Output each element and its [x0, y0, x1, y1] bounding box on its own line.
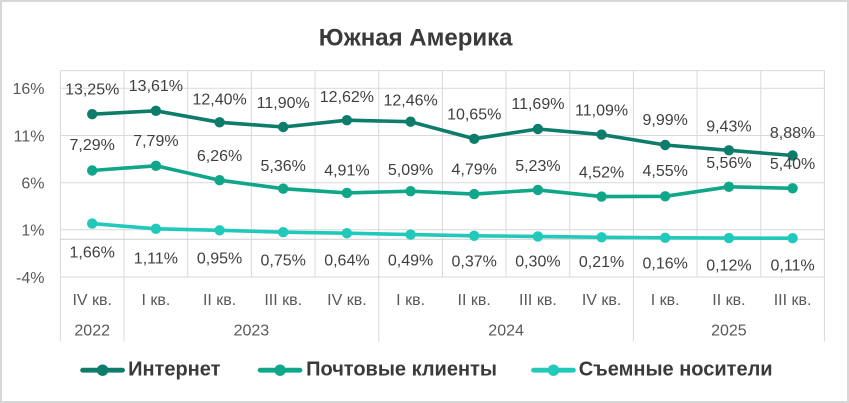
svg-text:0,11%: 0,11%	[771, 258, 815, 275]
svg-text:0,37%: 0,37%	[452, 253, 497, 270]
svg-text:11%: 11%	[14, 128, 45, 145]
svg-text:-4%: -4%	[16, 270, 44, 287]
svg-text:2022: 2022	[74, 323, 110, 340]
svg-text:2023: 2023	[234, 323, 270, 340]
svg-text:IV кв.: IV кв.	[72, 292, 112, 309]
svg-text:5,40%: 5,40%	[770, 156, 815, 173]
svg-text:4,52%: 4,52%	[579, 165, 624, 182]
svg-text:16%: 16%	[12, 81, 44, 98]
svg-text:0,21%: 0,21%	[579, 254, 624, 271]
svg-text:4,55%: 4,55%	[643, 163, 688, 180]
svg-text:I кв.: I кв.	[141, 292, 170, 309]
svg-text:1,11%: 1,11%	[134, 250, 178, 267]
svg-text:IV кв.: IV кв.	[582, 292, 622, 309]
svg-text:Почтовые клиенты: Почтовые клиенты	[306, 358, 497, 380]
svg-text:0,64%: 0,64%	[324, 253, 369, 270]
svg-text:11,90%: 11,90%	[257, 95, 310, 112]
svg-text:1,66%: 1,66%	[70, 244, 115, 261]
svg-text:10,65%: 10,65%	[447, 106, 501, 123]
svg-text:0,95%: 0,95%	[197, 251, 242, 268]
svg-text:5,09%: 5,09%	[388, 162, 433, 179]
svg-text:IV кв.: IV кв.	[327, 292, 367, 309]
svg-text:11,09%: 11,09%	[575, 102, 628, 119]
svg-text:II кв.: II кв.	[458, 292, 491, 309]
svg-text:0,12%: 0,12%	[706, 258, 751, 275]
svg-text:I кв.: I кв.	[651, 292, 680, 309]
svg-text:13,61%: 13,61%	[129, 78, 183, 95]
svg-text:2024: 2024	[488, 323, 524, 340]
svg-text:5,56%: 5,56%	[706, 155, 751, 172]
svg-text:0,75%: 0,75%	[261, 253, 306, 270]
svg-text:7,29%: 7,29%	[70, 137, 115, 154]
svg-text:12,46%: 12,46%	[383, 93, 437, 110]
svg-text:2025: 2025	[711, 323, 747, 340]
svg-text:11,69%: 11,69%	[511, 96, 564, 113]
svg-text:8,88%: 8,88%	[770, 125, 815, 142]
svg-text:12,62%: 12,62%	[320, 89, 374, 106]
svg-text:Интернет: Интернет	[128, 358, 221, 380]
svg-text:4,79%: 4,79%	[452, 161, 497, 178]
svg-text:III кв.: III кв.	[264, 292, 302, 309]
svg-text:0,16%: 0,16%	[643, 255, 688, 272]
svg-text:0,49%: 0,49%	[388, 253, 433, 270]
svg-text:III кв.: III кв.	[519, 292, 557, 309]
svg-text:12,40%: 12,40%	[192, 91, 246, 108]
svg-text:1%: 1%	[21, 223, 44, 240]
svg-text:I кв.: I кв.	[396, 292, 425, 309]
svg-text:5,23%: 5,23%	[515, 158, 560, 175]
svg-text:7,79%: 7,79%	[133, 133, 178, 150]
svg-text:9,43%: 9,43%	[706, 118, 751, 135]
svg-text:13,25%: 13,25%	[65, 82, 119, 99]
svg-text:5,36%: 5,36%	[261, 158, 306, 175]
svg-text:Южная Америка: Южная Америка	[319, 25, 513, 52]
svg-text:6,26%: 6,26%	[197, 148, 242, 165]
svg-text:II кв.: II кв.	[203, 292, 236, 309]
svg-text:9,99%: 9,99%	[643, 112, 688, 129]
svg-text:II кв.: II кв.	[712, 292, 745, 309]
svg-text:III кв.: III кв.	[774, 292, 812, 309]
svg-text:4,91%: 4,91%	[324, 163, 369, 180]
svg-text:Съемные носители: Съемные носители	[579, 358, 773, 380]
svg-text:6%: 6%	[21, 176, 44, 193]
svg-text:0,30%: 0,30%	[515, 253, 560, 270]
